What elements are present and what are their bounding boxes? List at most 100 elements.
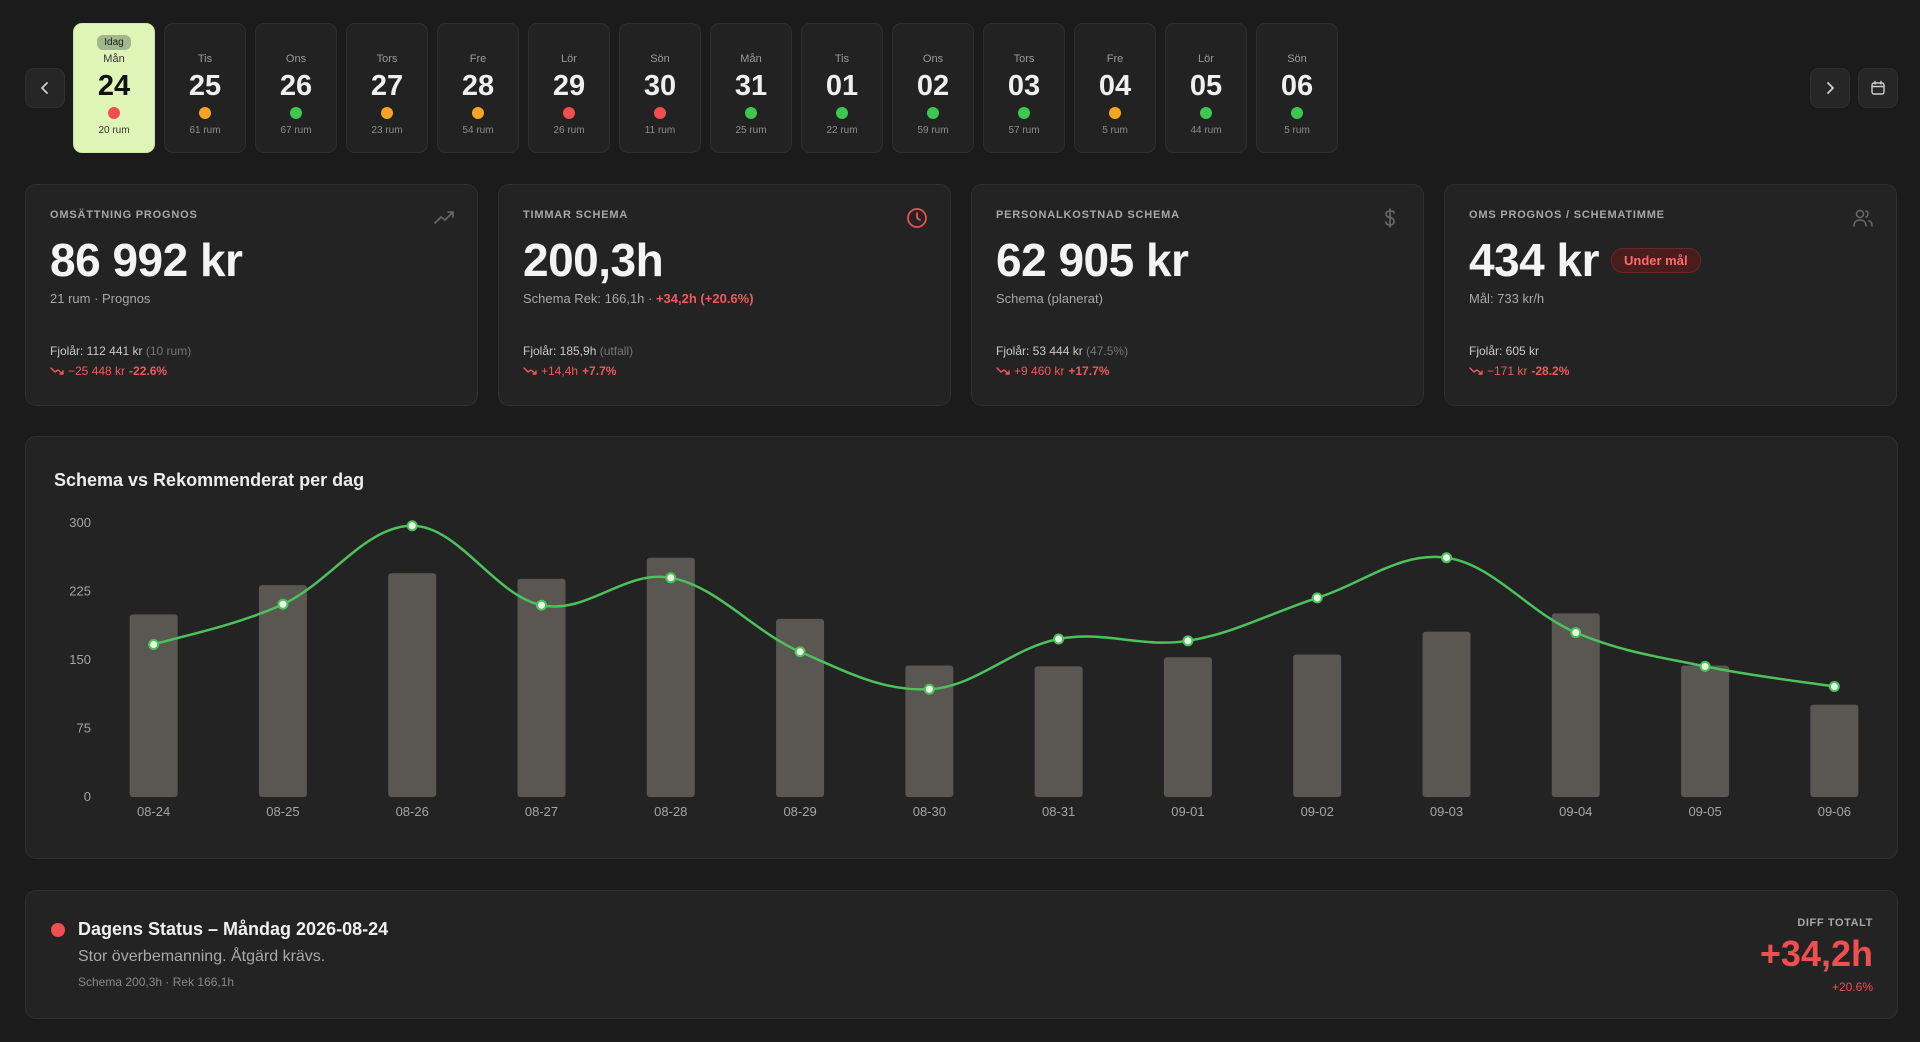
schema-bar: [1422, 631, 1471, 797]
day-card[interactable]: Tors 27 23 rum: [346, 23, 428, 153]
kpi-delta: +14,4h +7.7%: [523, 364, 926, 378]
kpi-delta: −171 kr -28.2%: [1469, 364, 1872, 378]
x-tick-label: 09-03: [1430, 804, 1463, 819]
schema-bar: [776, 618, 825, 797]
kpi-last-year: Fjolår: 112 441 kr (10 rum): [50, 344, 453, 358]
kpi-delta-value: −25 448 kr: [68, 364, 126, 378]
status-message: Stor överbemanning. Åtgärd krävs.: [78, 948, 326, 965]
day-rooms: 61 rum: [189, 125, 221, 136]
day-rooms: 22 rum: [826, 125, 858, 136]
day-number: 30: [643, 70, 677, 102]
kpi-delta-value: +14,4h: [541, 364, 579, 378]
day-number: 02: [916, 70, 950, 102]
daily-status-panel: Dagens Status – Måndag 2026-08-24 Stor ö…: [25, 890, 1898, 1019]
recommended-point: [1311, 592, 1323, 604]
kpi-delta: +9 460 kr +17.7%: [996, 364, 1399, 378]
day-card[interactable]: Lör 05 44 rum: [1165, 23, 1247, 153]
schema-bar: [258, 585, 307, 797]
day-weekday: Tis: [197, 53, 213, 65]
kpi-card-revenue[interactable]: OMSÄTTNING PROGNOS 86 992 kr 21 rum · Pr…: [25, 184, 478, 406]
trending-down-icon: [1469, 367, 1483, 375]
recommended-point: [1182, 635, 1194, 647]
y-tick-label: 150: [69, 652, 91, 667]
day-weekday: Fre: [469, 53, 487, 65]
schema-bar: [129, 614, 178, 797]
day-status-dot: [927, 107, 939, 119]
day-status-dot: [654, 107, 666, 119]
day-weekday: Lör: [561, 53, 577, 65]
kpi-subtext-diff: +34,2h (+20.6%): [655, 291, 754, 306]
kpi-label: PERSONALKOSTNAD SCHEMA: [996, 209, 1180, 221]
kpi-subtext: 21 rum · Prognos: [50, 291, 151, 306]
kpi-subtext: Mål: 733 kr/h: [1469, 291, 1545, 306]
day-status-dot: [290, 107, 302, 119]
recommended-point: [1828, 680, 1840, 692]
day-weekday: Tors: [376, 53, 398, 65]
day-card[interactable]: Ons 26 67 rum: [255, 23, 337, 153]
kpi-card-staff-cost[interactable]: PERSONALKOSTNAD SCHEMA 62 905 kr Schema …: [971, 184, 1424, 406]
kpi-subtext: Schema Rek: 166,1h · +34,2h (+20.6%): [523, 291, 926, 306]
day-status-dot: [108, 107, 120, 119]
day-card[interactable]: Lör 29 26 rum: [528, 23, 610, 153]
day-weekday: Mån: [103, 53, 125, 65]
kpi-last-year-value: Fjolår: 112 441 kr: [50, 344, 143, 358]
day-number: 01: [825, 70, 859, 102]
day-status-dot: [472, 107, 484, 119]
day-card[interactable]: Mån 31 25 rum: [710, 23, 792, 153]
day-weekday: Lör: [1198, 53, 1214, 65]
day-number: 06: [1280, 70, 1314, 102]
kpi-last-year-note: (47.5%): [1086, 344, 1129, 358]
day-card[interactable]: Idag Mån 24 20 rum: [73, 23, 155, 153]
day-card[interactable]: Tors 03 57 rum: [983, 23, 1065, 153]
kpi-card-revenue-per-hour[interactable]: OMS PROGNOS / SCHEMATIMME 434 kr Under m…: [1444, 184, 1897, 406]
recommended-point: [665, 572, 677, 584]
kpi-last-year-value: Fjolår: 605 kr: [1469, 344, 1540, 358]
day-card[interactable]: Ons 02 59 rum: [892, 23, 974, 153]
kpi-last-year-value: Fjolår: 185,9h: [523, 344, 597, 358]
kpi-card-hours[interactable]: TIMMAR SCHEMA 200,3h Schema Rek: 166,1h …: [498, 184, 951, 406]
day-rooms: 67 rum: [280, 125, 312, 136]
day-card[interactable]: Sön 06 5 rum: [1256, 23, 1338, 153]
prev-week-button[interactable]: [25, 68, 65, 108]
day-status-dot: [745, 107, 757, 119]
schema-bar: [1034, 666, 1083, 797]
schema-bar: [1163, 657, 1212, 797]
day-weekday: Ons: [285, 53, 307, 65]
recommended-point: [923, 683, 935, 695]
day-card[interactable]: Fre 28 54 rum: [437, 23, 519, 153]
recommended-point: [1570, 627, 1582, 639]
day-status-dot: [563, 107, 575, 119]
day-number: 28: [461, 70, 495, 102]
diff-total-value: +34,2h: [1759, 933, 1873, 974]
kpi-delta-pct: -28.2%: [1531, 364, 1570, 378]
day-number: 24: [97, 70, 131, 102]
kpi-value: 434 kr: [1469, 234, 1600, 286]
kpi-delta-value: −171 kr: [1487, 364, 1528, 378]
day-number: 25: [188, 70, 222, 102]
x-tick-label: 08-28: [654, 804, 687, 819]
day-card[interactable]: Tis 01 22 rum: [801, 23, 883, 153]
schema-bar: [388, 573, 437, 797]
schema-bar: [905, 665, 954, 797]
kpi-last-year-note: (utfall): [599, 344, 634, 358]
kpi-subtext-main: Schema Rek: 166,1h ·: [523, 291, 656, 306]
day-status-dot: [1291, 107, 1303, 119]
kpi-label: OMSÄTTNING PROGNOS: [50, 209, 198, 221]
next-week-button[interactable]: [1810, 68, 1850, 108]
day-rooms: 25 rum: [735, 125, 767, 136]
recommended-point: [1699, 660, 1711, 672]
day-card[interactable]: Tis 25 61 rum: [164, 23, 246, 153]
x-tick-label: 08-24: [137, 804, 170, 819]
x-tick-label: 08-25: [266, 804, 299, 819]
recommended-line: [153, 524, 1835, 691]
day-number: 03: [1007, 70, 1041, 102]
users-icon: [1853, 209, 1873, 227]
day-card[interactable]: Fre 04 5 rum: [1074, 23, 1156, 153]
day-weekday: Ons: [922, 53, 944, 65]
y-tick-label: 75: [77, 721, 91, 736]
calendar-button[interactable]: [1858, 68, 1898, 108]
day-number: 05: [1189, 70, 1223, 102]
day-card[interactable]: Sön 30 11 rum: [619, 23, 701, 153]
day-rooms: 23 rum: [371, 125, 403, 136]
recommended-point: [277, 598, 289, 610]
